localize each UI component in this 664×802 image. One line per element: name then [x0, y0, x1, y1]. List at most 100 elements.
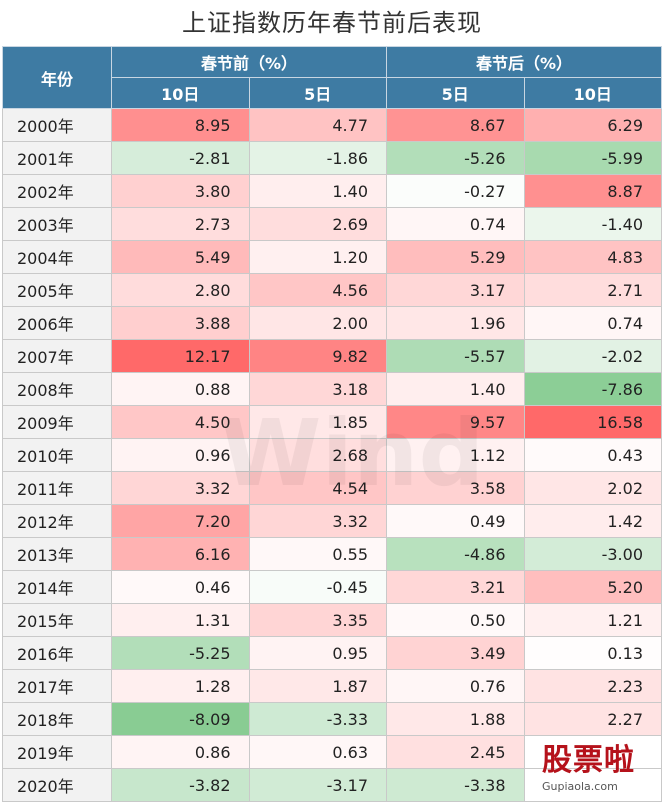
value-cell-after-10d: 5.20 — [523, 570, 662, 604]
value-cell-before-10d: -2.81 — [111, 141, 250, 175]
value-cell-after-5d: 3.21 — [386, 570, 525, 604]
year-cell: 2009年 — [2, 405, 112, 439]
table-row: 2004年 5.49 1.20 5.29 4.83 — [2, 240, 662, 274]
value-cell-after-5d: 2.45 — [386, 735, 525, 769]
table-row: 2019年 0.86 0.63 2.45 — [2, 735, 662, 769]
table-row: 2005年 2.80 4.56 3.17 2.71 — [2, 273, 662, 307]
value-cell-after-10d: 0.13 — [523, 636, 662, 670]
value-cell-after-5d: -4.86 — [386, 537, 525, 571]
value-cell-after-10d: -7.86 — [523, 372, 662, 406]
table-row: 2006年 3.88 2.00 1.96 0.74 — [2, 306, 662, 340]
value-cell-after-10d: 16.58 — [523, 405, 662, 439]
table-row: 2009年 4.50 1.85 9.57 16.58 — [2, 405, 662, 439]
value-cell-before-10d: 7.20 — [111, 504, 250, 538]
value-cell-after-5d: 1.40 — [386, 372, 525, 406]
value-cell-before-10d: 0.88 — [111, 372, 250, 406]
value-cell-after-5d: 3.58 — [386, 471, 525, 505]
value-cell-before-10d: 4.50 — [111, 405, 250, 439]
header-before-10d: 10日 — [111, 77, 250, 109]
table-row: 2015年 1.31 3.35 0.50 1.21 — [2, 603, 662, 637]
year-cell: 2010年 — [2, 438, 112, 472]
table-row: 2010年 0.96 2.68 1.12 0.43 — [2, 438, 662, 472]
value-cell-after-5d: 1.88 — [386, 702, 525, 736]
value-cell-after-5d: 0.76 — [386, 669, 525, 703]
value-cell-after-5d: 3.17 — [386, 273, 525, 307]
year-cell: 2013年 — [2, 537, 112, 571]
header-before-5d: 5日 — [248, 77, 387, 109]
value-cell-before-5d: 0.63 — [248, 735, 387, 769]
value-cell-before-5d: 2.00 — [248, 306, 387, 340]
year-cell: 2006年 — [2, 306, 112, 340]
header-year: 年份 — [2, 46, 112, 109]
year-cell: 2008年 — [2, 372, 112, 406]
year-cell: 2020年 — [2, 768, 112, 802]
value-cell-before-10d: 3.80 — [111, 174, 250, 208]
table-row: 2003年 2.73 2.69 0.74 -1.40 — [2, 207, 662, 241]
value-cell-before-10d: -8.09 — [111, 702, 250, 736]
value-cell-after-5d: 0.74 — [386, 207, 525, 241]
table-row: 2012年 7.20 3.32 0.49 1.42 — [2, 504, 662, 538]
value-cell-before-5d: 9.82 — [248, 339, 387, 373]
value-cell-before-5d: 3.32 — [248, 504, 387, 538]
value-cell-after-5d: 8.67 — [386, 108, 525, 142]
value-cell-before-5d: 4.77 — [248, 108, 387, 142]
year-cell: 2004年 — [2, 240, 112, 274]
year-cell: 2012年 — [2, 504, 112, 538]
table-row: 2001年 -2.81 -1.86 -5.26 -5.99 — [2, 141, 662, 175]
value-cell-before-10d: 2.80 — [111, 273, 250, 307]
header-after-5d: 5日 — [386, 77, 525, 109]
value-cell-before-5d: 1.85 — [248, 405, 387, 439]
value-cell-after-10d: 1.42 — [523, 504, 662, 538]
value-cell-after-10d: 2.71 — [523, 273, 662, 307]
value-cell-before-5d: -3.17 — [248, 768, 387, 802]
value-cell-before-5d: 0.55 — [248, 537, 387, 571]
value-cell-after-5d: 1.12 — [386, 438, 525, 472]
value-cell-before-5d: 3.18 — [248, 372, 387, 406]
value-cell-after-10d — [523, 768, 662, 802]
value-cell-before-10d: 0.86 — [111, 735, 250, 769]
table-row: 2020年 -3.82 -3.17 -3.38 — [2, 768, 662, 802]
value-cell-after-10d: 8.87 — [523, 174, 662, 208]
table-row: 2016年 -5.25 0.95 3.49 0.13 — [2, 636, 662, 670]
header-after-10d: 10日 — [523, 77, 662, 109]
value-cell-after-10d: -1.40 — [523, 207, 662, 241]
value-cell-before-10d: 12.17 — [111, 339, 250, 373]
value-cell-after-5d: -5.26 — [386, 141, 525, 175]
value-cell-before-10d: 8.95 — [111, 108, 250, 142]
value-cell-after-5d: -3.38 — [386, 768, 525, 802]
year-cell: 2019年 — [2, 735, 112, 769]
value-cell-after-10d: 0.43 — [523, 438, 662, 472]
value-cell-after-10d: 2.23 — [523, 669, 662, 703]
value-cell-after-5d: -0.27 — [386, 174, 525, 208]
value-cell-before-5d: 4.56 — [248, 273, 387, 307]
value-cell-before-5d: 1.40 — [248, 174, 387, 208]
value-cell-after-5d: 5.29 — [386, 240, 525, 274]
value-cell-after-5d: 0.49 — [386, 504, 525, 538]
value-cell-before-10d: 2.73 — [111, 207, 250, 241]
value-cell-after-10d: 0.74 — [523, 306, 662, 340]
table-body: 2000年 8.95 4.77 8.67 6.29 2001年 -2.81 -1.86 -5.2… — [2, 108, 662, 802]
year-cell: 2005年 — [2, 273, 112, 307]
value-cell-after-10d: 6.29 — [523, 108, 662, 142]
value-cell-before-5d: -0.45 — [248, 570, 387, 604]
value-cell-before-5d: 2.69 — [248, 207, 387, 241]
value-cell-before-5d: 1.20 — [248, 240, 387, 274]
value-cell-before-5d: -3.33 — [248, 702, 387, 736]
value-cell-before-10d: 3.88 — [111, 306, 250, 340]
table-row: 2013年 6.16 0.55 -4.86 -3.00 — [2, 537, 662, 571]
table-row: 2018年 -8.09 -3.33 1.88 2.27 — [2, 702, 662, 736]
value-cell-after-5d: 3.49 — [386, 636, 525, 670]
value-cell-after-10d: 2.02 — [523, 471, 662, 505]
value-cell-before-10d: -5.25 — [111, 636, 250, 670]
table-row: 2008年 0.88 3.18 1.40 -7.86 — [2, 372, 662, 406]
value-cell-after-10d: 1.21 — [523, 603, 662, 637]
table-row: 2014年 0.46 -0.45 3.21 5.20 — [2, 570, 662, 604]
year-cell: 2016年 — [2, 636, 112, 670]
value-cell-after-10d: 4.83 — [523, 240, 662, 274]
header-before: 春节前（%） — [111, 46, 387, 78]
value-cell-after-5d: -5.57 — [386, 339, 525, 373]
value-cell-before-10d: 0.96 — [111, 438, 250, 472]
year-cell: 2018年 — [2, 702, 112, 736]
logo-text: 股票啦 — [542, 743, 635, 778]
table-title: 上证指数历年春节前后表现 — [182, 9, 482, 37]
